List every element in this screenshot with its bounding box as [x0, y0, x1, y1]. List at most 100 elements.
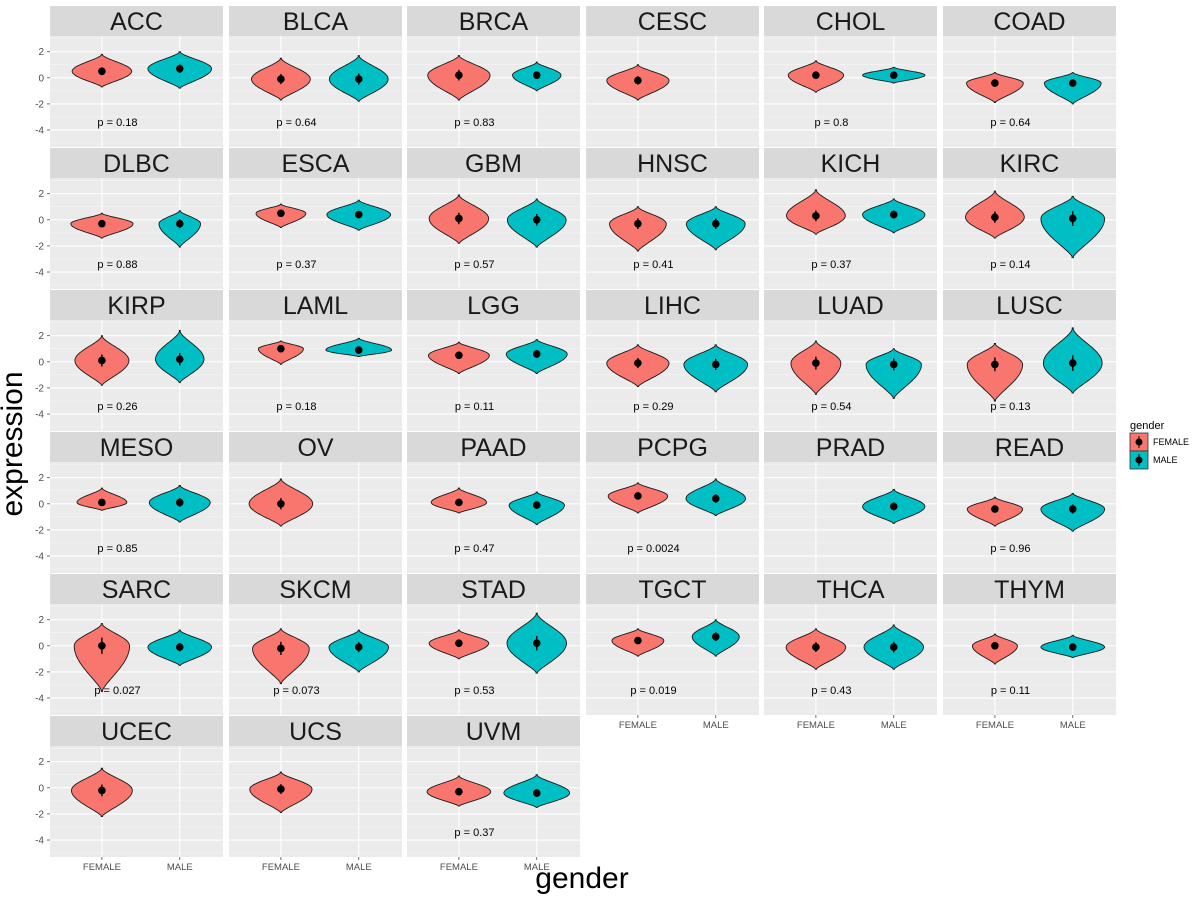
p-value-label: p = 0.54 — [811, 401, 851, 413]
strip-background — [764, 432, 937, 462]
mean-point-female — [991, 213, 999, 221]
mean-point-male — [175, 64, 184, 73]
panel-background — [586, 36, 759, 147]
violin-male — [506, 612, 567, 674]
legend-dot-male — [1135, 456, 1143, 464]
violin-female — [786, 189, 846, 235]
x-tick-label: FEMALE — [83, 862, 121, 873]
strip-background — [764, 6, 937, 36]
strip-label: LUAD — [817, 292, 884, 320]
violin-shape-female — [73, 623, 131, 692]
p-value-label: p = 0.88 — [97, 259, 137, 271]
y-tick-label: -2 — [35, 99, 44, 110]
violin-male — [1040, 195, 1106, 259]
violin-female — [785, 628, 847, 670]
strip-background — [943, 148, 1116, 178]
panel-background — [764, 178, 937, 289]
facet-panel-uvm: UVM p = 0.37 — [407, 716, 580, 857]
mean-point-female — [277, 344, 285, 353]
facet-panel-read: READ p = 0.96 — [943, 432, 1116, 573]
legend-title: gender — [1130, 420, 1165, 432]
p-value-label: p = 0.57 — [454, 259, 494, 271]
p-value-label: p = 0.53 — [454, 685, 494, 697]
y-tick-label: 2 — [38, 189, 44, 200]
mean-point-male — [1068, 643, 1077, 651]
mean-point-male — [711, 219, 720, 228]
violin-female — [249, 771, 313, 814]
violin-female — [787, 60, 845, 93]
panel-background — [229, 178, 402, 289]
violin-shape-male — [158, 210, 201, 248]
y-tick-label: 2 — [38, 331, 44, 342]
violin-shape-female — [966, 72, 1024, 104]
violin-female — [966, 72, 1024, 104]
x-tick-label: FEMALE — [440, 862, 478, 873]
mean-point-male — [354, 643, 363, 651]
panel-background — [229, 320, 402, 431]
mean-point-male — [889, 210, 898, 219]
strip-background — [586, 432, 759, 462]
strip-background — [407, 6, 580, 36]
p-value-label: p = 0.96 — [990, 543, 1030, 555]
mean-point-male — [889, 71, 898, 79]
mean-point-male — [711, 360, 720, 369]
facet-panel-kich: KICH p = 0.37 — [764, 148, 937, 289]
panel-background — [229, 462, 402, 573]
mean-point-female — [455, 214, 463, 223]
violin-male — [691, 619, 740, 657]
y-tick-label: 2 — [38, 47, 44, 58]
mean-point-female — [634, 76, 642, 85]
p-value-label: p = 0.11 — [991, 685, 1030, 697]
strip-label: LGG — [467, 292, 520, 320]
strip-label: UCEC — [101, 718, 172, 746]
violin-male — [158, 210, 201, 248]
mean-point-male — [532, 639, 541, 647]
violin-female — [257, 340, 304, 365]
mean-point-male — [532, 789, 541, 797]
y-tick-label: 2 — [38, 757, 44, 768]
p-value-label: p = 0.64 — [276, 117, 316, 129]
facet-panel-paad: PAAD p = 0.47 — [407, 432, 580, 573]
violin-female — [428, 341, 490, 374]
mean-point-female — [277, 499, 285, 508]
strip-background — [764, 148, 937, 178]
mean-point-male — [175, 219, 184, 228]
violin-male — [147, 51, 213, 89]
x-axis-title: gender — [535, 862, 628, 895]
violin-male — [505, 339, 568, 374]
mean-point-female — [634, 219, 642, 228]
p-value-label: p = 0.027 — [94, 685, 140, 697]
strip-background — [407, 716, 580, 746]
y-tick-label: 0 — [38, 215, 44, 226]
panel-background — [50, 320, 223, 431]
p-value-label: p = 0.41 — [633, 259, 673, 271]
violin-male — [512, 61, 562, 92]
violin-female — [430, 487, 488, 514]
facet-panel-laml: LAML p = 0.18 — [229, 290, 402, 431]
strip-background — [50, 432, 223, 462]
p-value-label: p = 0.37 — [276, 259, 316, 271]
p-value-label: p = 0.64 — [990, 117, 1030, 129]
strip-background — [943, 290, 1116, 320]
mean-point-female — [812, 212, 820, 220]
mean-point-female — [277, 75, 285, 83]
violin-male — [862, 66, 926, 84]
legend: gender FEMALE MALE — [1129, 420, 1189, 470]
p-value-label: p = 0.14 — [990, 259, 1030, 271]
facet-panel-chol: CHOL p = 0.8 — [764, 6, 937, 147]
panel-background — [407, 36, 580, 147]
violin-shape-female — [252, 628, 310, 685]
strip-background — [229, 432, 402, 462]
strip-label: ACC — [110, 8, 163, 36]
strip-label: STAD — [461, 576, 526, 604]
mean-point-female — [812, 71, 820, 79]
mean-point-male — [1068, 79, 1077, 87]
x-tick-label: MALE — [881, 720, 907, 731]
y-tick-label: 0 — [38, 73, 44, 84]
panel-background — [50, 462, 223, 573]
mean-point-female — [98, 67, 106, 76]
strip-background — [229, 290, 402, 320]
p-value-label: p = 0.37 — [454, 827, 494, 839]
panel-background — [407, 320, 580, 431]
